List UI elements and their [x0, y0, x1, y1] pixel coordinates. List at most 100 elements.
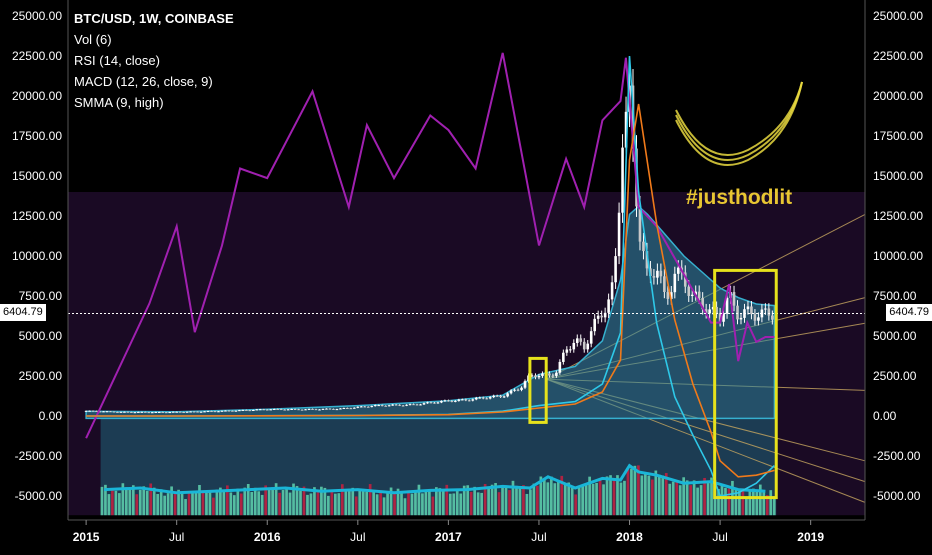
candle-body [457, 399, 461, 401]
volume-bar [337, 493, 341, 516]
x-tick-label: Jul [169, 530, 184, 544]
volume-bar [539, 476, 543, 516]
legend-macd: MACD (12, 26, close, 9) [74, 74, 213, 89]
volume-bar [710, 477, 713, 516]
y-tick-label: 0.00 [873, 409, 897, 423]
candle-body [715, 306, 718, 314]
candle-body [422, 403, 426, 405]
smile-stroke [675, 81, 803, 156]
candle-body [210, 411, 213, 413]
candle-body [603, 312, 607, 318]
volume-bar [396, 488, 400, 516]
y-tick-label: 0.00 [39, 409, 63, 423]
volume-bar [243, 487, 247, 516]
last-price-label-left: 6404.79 [0, 304, 46, 321]
candle-body [346, 408, 349, 410]
volume-bar [501, 487, 504, 516]
y-tick-label: 22500.00 [12, 49, 62, 63]
volume-bar [745, 496, 748, 516]
candle-body [415, 404, 419, 406]
legend-smma: SMMA (9, high) [74, 95, 164, 110]
volume-bar [327, 495, 330, 516]
y-tick-label: 5000.00 [873, 329, 917, 343]
chart-legend: BTC/USD, 1W, COINBASE Vol (6) RSI (14, c… [74, 8, 234, 113]
candle-body [342, 408, 346, 410]
candle-body [311, 408, 314, 410]
candle-body [642, 241, 645, 252]
volume-bar [201, 492, 205, 516]
legend-title: BTC/USD, 1W, COINBASE [74, 11, 234, 26]
volume-bar [177, 489, 180, 516]
candle-body [91, 410, 95, 412]
x-tick-label: Jul [712, 530, 727, 544]
volume-bar [577, 485, 581, 516]
candle-body [293, 409, 297, 411]
y-tick-label: 12500.00 [873, 209, 923, 223]
volume-bar [128, 488, 132, 516]
y-tick-label: 17500.00 [873, 129, 923, 143]
candle-body [572, 342, 576, 350]
volume-bar [647, 475, 651, 516]
volume-bar [257, 491, 261, 516]
volume-bar [612, 480, 616, 516]
legend-vol: Vol (6) [74, 32, 112, 47]
volume-bar [532, 483, 536, 516]
candle-body [610, 282, 614, 300]
x-tick-label: 2019 [797, 530, 824, 544]
volume-bar [330, 490, 334, 516]
volume-bar [274, 483, 278, 516]
candle-body [478, 397, 482, 399]
candle-body [248, 410, 252, 412]
candle-body [178, 411, 182, 413]
volume-bar [720, 483, 724, 516]
candle-body [185, 411, 189, 413]
volume-bar [250, 491, 254, 516]
x-tick-label: 2016 [254, 530, 281, 544]
volume-bar [685, 480, 689, 516]
legend-rsi: RSI (14, close) [74, 53, 160, 68]
candle-body [652, 276, 656, 278]
candle-body [718, 313, 722, 322]
volume-bar [556, 481, 560, 516]
candle-body [314, 409, 318, 411]
volume-bar [205, 492, 208, 516]
volume-bar [372, 490, 375, 516]
candle-body [638, 206, 642, 242]
volume-bar [637, 465, 640, 516]
volume-bar [584, 484, 588, 516]
candle-body [258, 409, 262, 411]
candle-body [520, 387, 523, 390]
volume-bar [170, 486, 173, 516]
candle-body [534, 375, 537, 378]
volume-bar [295, 486, 299, 516]
volume-bar [640, 475, 644, 516]
candle-body [509, 390, 513, 394]
volume-bar [267, 488, 271, 516]
volume-bar [417, 484, 421, 516]
volume-bar [455, 488, 459, 516]
candle-body [137, 411, 140, 413]
candle-body [739, 317, 743, 320]
candle-body [238, 410, 241, 412]
volume-bar [452, 493, 456, 516]
candle-body [537, 375, 541, 378]
volume-bar [149, 483, 153, 516]
volume-bar [229, 492, 233, 516]
candle-body [133, 412, 137, 414]
volume-bar [361, 488, 365, 516]
annotation-text: #justhodlit [686, 186, 793, 209]
volume-bar [703, 477, 706, 516]
volume-bar [194, 492, 198, 516]
volume-bar [717, 489, 720, 516]
volume-bar [595, 482, 598, 516]
volume-bar [591, 483, 595, 516]
y-tick-label: 5000.00 [19, 329, 63, 343]
highlight-boxes [528, 268, 778, 500]
y-tick-label: 7500.00 [873, 289, 917, 303]
volume-bar [553, 483, 557, 516]
volume-bar [741, 488, 745, 516]
signal-line [86, 103, 775, 478]
volume-bar [379, 490, 382, 516]
candle-body [300, 409, 304, 411]
volume-bar [424, 490, 428, 516]
